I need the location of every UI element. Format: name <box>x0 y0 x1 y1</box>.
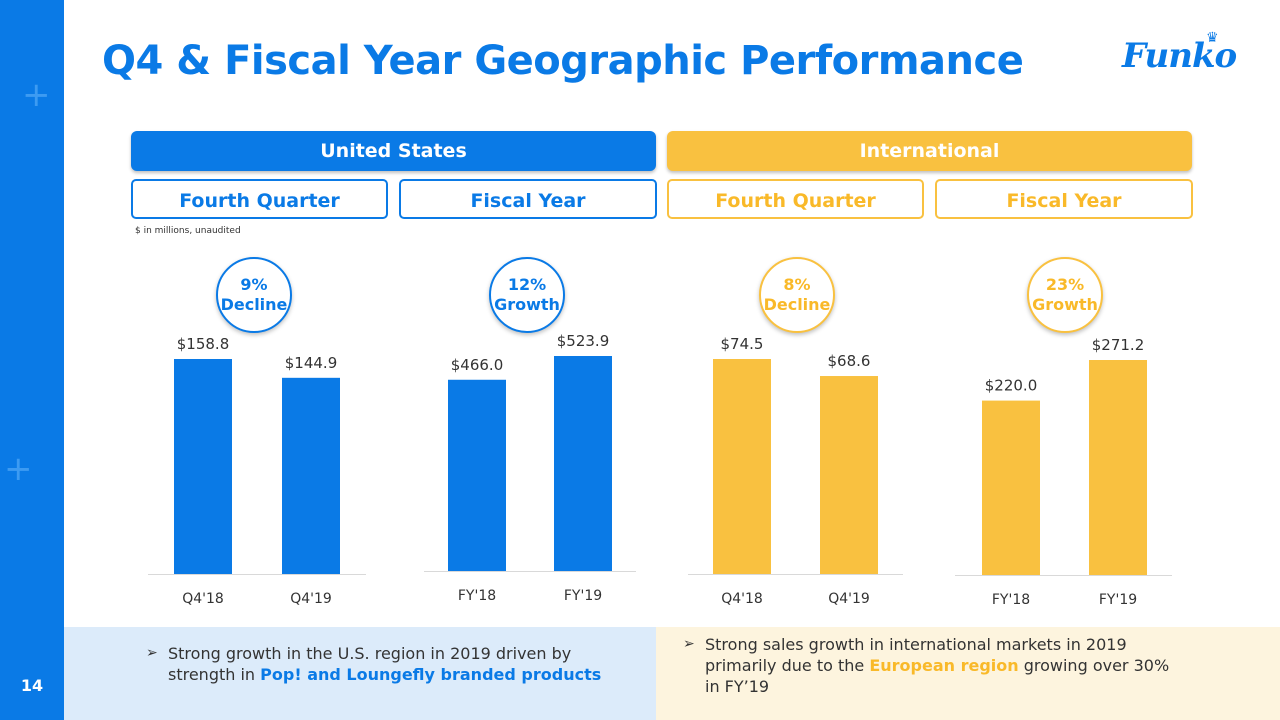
period-header-intl-fy: Fiscal Year <box>935 179 1193 219</box>
bullet-text-end: growing over 30% in FY’19 <box>705 656 1170 696</box>
change-label: Decline <box>763 295 831 314</box>
change-callout-us-q4: 9% Decline <box>216 257 292 333</box>
bar-charts: $158.8 Q4'18 $144.9 Q4'19 $466.0 FY'18 $523.9 F… <box>148 332 1172 608</box>
bullet-us: ➢ Strong growth in the U.S. region in 20… <box>146 643 608 685</box>
bar <box>820 376 878 574</box>
x-tick-label: Q4'19 <box>290 591 332 607</box>
bar-value-label: $220.0 <box>985 377 1038 395</box>
bar-value-label: $523.9 <box>557 332 610 350</box>
sparkle-icon: + <box>4 449 33 489</box>
page-number: 14 <box>20 676 44 695</box>
x-tick-label: Q4'19 <box>828 591 870 607</box>
region-header-us: United States <box>131 131 656 171</box>
bar-value-label: $271.2 <box>1092 336 1145 354</box>
x-tick-label: FY'18 <box>458 588 496 604</box>
bar <box>554 356 612 571</box>
bar <box>448 379 506 571</box>
region-header-international: International <box>667 131 1192 171</box>
bar-value-label: $466.0 <box>451 356 504 374</box>
funko-logo: Funko <box>1122 36 1237 76</box>
arrow-bullet-icon: ➢ <box>146 645 158 661</box>
bullet-text: Strong growth in the U.S. region in 2019… <box>168 644 572 684</box>
period-header-intl-q4: Fourth Quarter <box>667 179 924 219</box>
change-label: Decline <box>220 295 288 314</box>
bullet-international: ➢ Strong sales growth in international m… <box>683 634 1185 697</box>
left-sidebar-band <box>0 0 64 720</box>
bullet-highlight: European region <box>869 656 1019 675</box>
bar <box>1089 360 1147 575</box>
bar-value-label: $74.5 <box>721 335 764 353</box>
x-tick-label: Q4'18 <box>721 591 763 607</box>
x-tick-label: FY'18 <box>992 592 1030 608</box>
bar <box>982 400 1040 575</box>
bullet-highlight: Pop! and Loungefly branded products <box>260 665 602 684</box>
change-percent: 8% <box>783 275 811 294</box>
bar-value-label: $144.9 <box>285 354 338 372</box>
change-percent: 9% <box>240 275 268 294</box>
bar <box>174 359 232 574</box>
x-tick-label: FY'19 <box>1099 592 1137 608</box>
period-header-us-fy: Fiscal Year <box>399 179 657 219</box>
bar-value-label: $158.8 <box>177 335 230 353</box>
change-callout-intl-q4: 8% Decline <box>759 257 835 333</box>
period-header-us-q4: Fourth Quarter <box>131 179 388 219</box>
slide-title: Q4 & Fiscal Year Geographic Performance <box>102 38 1024 84</box>
footer-panel-intl <box>656 627 1280 720</box>
bullet-text: Strong sales growth in international mar… <box>705 635 1127 675</box>
x-tick-label: Q4'18 <box>182 591 224 607</box>
sparkle-icon: + <box>22 75 51 115</box>
footer-panel-us <box>64 627 656 720</box>
change-label: Growth <box>494 295 560 314</box>
bar-value-label: $68.6 <box>828 352 871 370</box>
bar <box>282 377 340 574</box>
units-note: $ in millions, unaudited <box>135 226 241 236</box>
x-tick-label: FY'19 <box>564 588 602 604</box>
change-label: Growth <box>1032 295 1098 314</box>
change-callout-us-fy: 12% Growth <box>489 257 565 333</box>
arrow-bullet-icon: ➢ <box>683 636 695 652</box>
crown-icon: ♛ <box>1206 30 1219 46</box>
bar <box>713 359 771 574</box>
change-percent: 12% <box>507 275 547 294</box>
change-percent: 23% <box>1045 275 1085 294</box>
change-callout-intl-fy: 23% Growth <box>1027 257 1103 333</box>
